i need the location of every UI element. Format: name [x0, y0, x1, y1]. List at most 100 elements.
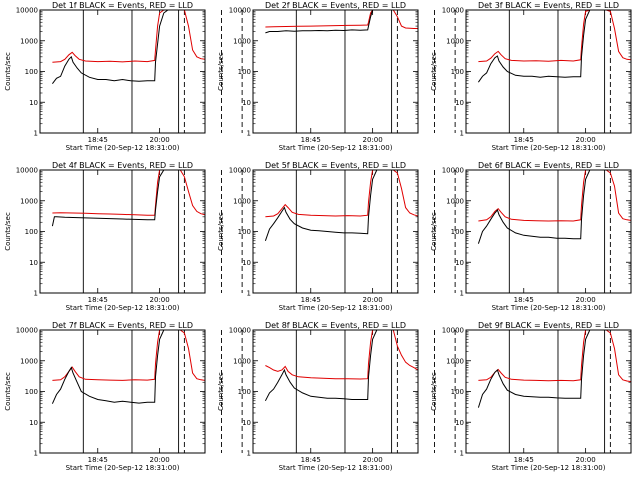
y-tick-label: 1000 — [446, 37, 464, 45]
y-tick-label: 100 — [238, 228, 251, 236]
lld-series-line — [52, 170, 205, 216]
y-tick-label: 100 — [25, 388, 38, 396]
x-axis-label: Start Time (20-Sep-12 18:31:00) — [492, 144, 606, 152]
x-axis-label: Start Time (20-Sep-12 18:31:00) — [492, 464, 606, 472]
y-axis-label: Counts/sec — [430, 212, 438, 251]
y-tick-label: 10 — [242, 419, 251, 427]
events-series-line — [264, 170, 393, 241]
x-axis-label: Start Time (20-Sep-12 18:31:00) — [66, 304, 180, 312]
x-tick-label: 20:00 — [576, 136, 596, 144]
y-axis-label: Counts/sec — [217, 372, 225, 411]
events-series-line — [265, 10, 393, 34]
events-series-line — [477, 10, 606, 83]
y-tick-label: 1000 — [446, 197, 464, 205]
panel-4: Det 4f BLACK = Events, RED = LLD 1 10 100 10… — [4, 161, 243, 312]
y-axis-label: Counts/sec — [217, 52, 225, 91]
y-tick-label: 100 — [238, 388, 251, 396]
y-tick-label: 100 — [25, 228, 38, 236]
x-tick-label: 20:00 — [576, 456, 596, 464]
plot-frame — [252, 329, 419, 454]
panel-6: Det 6f BLACK = Events, RED = LLD 1 10 100 10… — [430, 161, 632, 312]
lld-series-line — [478, 330, 631, 383]
y-tick-label: 1000 — [20, 37, 38, 45]
panel-title: Det 2f BLACK = Events, RED = LLD — [265, 1, 406, 10]
x-tick-label: 18:45 — [301, 296, 321, 304]
y-tick-label: 1 — [34, 290, 38, 298]
panel-7: Det 7f BLACK = Events, RED = LLD 1 10 100 10… — [4, 321, 243, 472]
y-tick-label: 10 — [29, 99, 38, 107]
y-tick-label: 10000 — [442, 327, 464, 335]
panel-3: Det 3f BLACK = Events, RED = LLD 1 10 100 10… — [430, 1, 632, 152]
lld-series-line — [52, 10, 205, 63]
y-tick-label: 100 — [238, 68, 251, 76]
y-tick-label: 1 — [247, 450, 251, 458]
lld-series-line — [265, 10, 418, 29]
y-axis-label: Counts/sec — [430, 52, 438, 91]
y-tick-label: 1000 — [20, 197, 38, 205]
panel-5: Det 5f BLACK = Events, RED = LLD 1 10 100 10… — [217, 161, 456, 312]
panel-2: Det 2f BLACK = Events, RED = LLD 1 10 100 10… — [217, 1, 456, 152]
lld-series-line — [265, 170, 418, 218]
x-tick-label: 18:45 — [301, 456, 321, 464]
events-series-line — [51, 170, 180, 227]
panel-9: Det 9f BLACK = Events, RED = LLD 1 10 100 10… — [430, 321, 632, 472]
y-tick-label: 1 — [34, 450, 38, 458]
x-axis-label: Start Time (20-Sep-12 18:31:00) — [66, 144, 180, 152]
plot-frame — [465, 329, 632, 454]
y-tick-label: 10 — [242, 99, 251, 107]
y-tick-label: 1 — [460, 290, 464, 298]
x-tick-label: 18:45 — [301, 136, 321, 144]
panel-title: Det 5f BLACK = Events, RED = LLD — [265, 161, 406, 170]
x-tick-label: 18:45 — [514, 456, 534, 464]
panel-title: Det 3f BLACK = Events, RED = LLD — [478, 1, 619, 10]
y-tick-label: 10000 — [229, 327, 251, 335]
y-tick-label: 100 — [451, 228, 464, 236]
plot-frame — [252, 9, 419, 134]
x-axis-label: Start Time (20-Sep-12 18:31:00) — [492, 304, 606, 312]
plot-frame — [465, 169, 632, 294]
panel-title: Det 1f BLACK = Events, RED = LLD — [52, 1, 193, 10]
panel-8: Det 8f BLACK = Events, RED = LLD 1 10 100 10… — [217, 321, 456, 472]
y-tick-label: 10000 — [229, 167, 251, 175]
lld-series-line — [52, 330, 205, 381]
panel-title: Det 6f BLACK = Events, RED = LLD — [478, 161, 619, 170]
x-tick-label: 20:00 — [150, 136, 170, 144]
y-tick-label: 1000 — [20, 357, 38, 365]
y-tick-label: 10000 — [229, 7, 251, 15]
y-tick-label: 1 — [460, 130, 464, 138]
plot-frame — [39, 329, 206, 454]
x-tick-label: 18:45 — [88, 456, 108, 464]
events-series-line — [51, 330, 180, 404]
y-tick-label: 1 — [247, 290, 251, 298]
y-tick-label: 10000 — [16, 7, 38, 15]
x-tick-label: 20:00 — [150, 296, 170, 304]
y-tick-label: 1 — [247, 130, 251, 138]
y-tick-label: 100 — [451, 388, 464, 396]
x-tick-label: 18:45 — [514, 296, 534, 304]
x-tick-label: 20:00 — [363, 136, 383, 144]
y-tick-label: 1 — [34, 130, 38, 138]
plot-frame — [252, 169, 419, 294]
y-axis-label: Counts/sec — [217, 212, 225, 251]
y-tick-label: 1000 — [233, 37, 251, 45]
y-axis-label: Counts/sec — [4, 52, 12, 91]
x-tick-label: 20:00 — [363, 456, 383, 464]
panel-title: Det 4f BLACK = Events, RED = LLD — [52, 161, 193, 170]
lld-series-line — [265, 330, 418, 380]
plot-frame — [39, 169, 206, 294]
y-tick-label: 10000 — [442, 167, 464, 175]
y-tick-label: 100 — [451, 68, 464, 76]
y-axis-label: Counts/sec — [430, 372, 438, 411]
lld-series-line — [478, 170, 631, 222]
events-series-line — [264, 330, 393, 402]
y-tick-label: 10 — [455, 419, 464, 427]
plot-frame — [39, 9, 206, 134]
panel-1: Det 1f BLACK = Events, RED = LLD 1 10 100 10… — [4, 1, 243, 152]
x-axis-label: Start Time (20-Sep-12 18:31:00) — [279, 144, 393, 152]
y-tick-label: 1 — [460, 450, 464, 458]
y-tick-label: 1000 — [233, 197, 251, 205]
y-tick-label: 100 — [25, 68, 38, 76]
plot-frame — [465, 9, 632, 134]
